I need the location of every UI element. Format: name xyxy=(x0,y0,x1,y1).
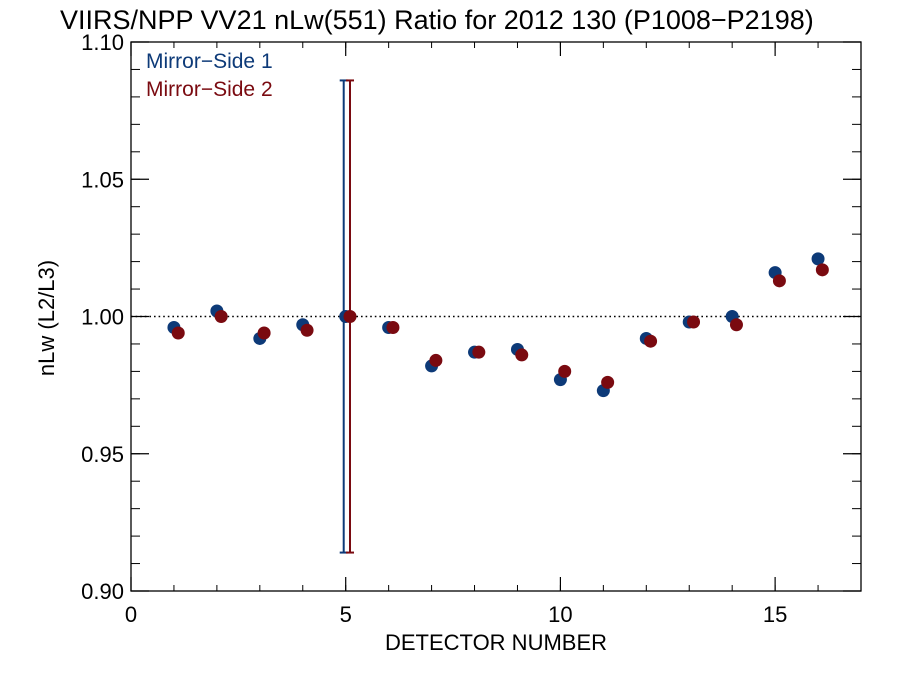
plot-frame xyxy=(130,41,862,592)
x-tick-label: 10 xyxy=(548,602,572,627)
series-2-point xyxy=(343,310,357,323)
series-2-point xyxy=(558,364,572,378)
series-2-point xyxy=(386,320,400,334)
tick-labels: 0 5 10 15 0.90 0.95 1.00 1.05 1.10 xyxy=(81,30,787,627)
legend: Mirror−Side 1 Mirror−Side 2 xyxy=(146,50,273,101)
x-tick-label: 5 xyxy=(340,602,352,627)
series-2-point xyxy=(472,345,486,359)
x-axis-label: DETECTOR NUMBER xyxy=(385,630,607,655)
x-tick-label: 0 xyxy=(125,602,137,627)
legend-item-mirror-side-2: Mirror−Side 2 xyxy=(146,78,273,101)
data-points xyxy=(167,252,829,398)
y-tick-label: 1.00 xyxy=(81,305,124,330)
series-2-point xyxy=(429,353,443,367)
series-2-point xyxy=(601,375,615,389)
chart-title: VIIRS/NPP VV21 nLw(551) Ratio for 2012 1… xyxy=(60,5,814,35)
series-2-point xyxy=(214,310,228,323)
y-tick-label: 1.05 xyxy=(81,167,124,192)
series-2-point xyxy=(171,326,185,340)
y-tick-label: 0.90 xyxy=(81,579,124,604)
series-2-point xyxy=(729,318,743,332)
series-2-point xyxy=(300,323,314,337)
series-2-point xyxy=(515,348,529,362)
x-tick-label: 15 xyxy=(763,602,787,627)
y-axis-label: nLw (L2/L3) xyxy=(34,260,59,376)
series-2-point xyxy=(815,263,829,277)
y-tick-label: 1.10 xyxy=(81,30,124,55)
series-2-point xyxy=(644,334,658,348)
legend-item-mirror-side-1: Mirror−Side 1 xyxy=(146,50,273,73)
series-2-point xyxy=(772,274,786,288)
series-1-point xyxy=(811,252,825,266)
y-tick-label: 0.95 xyxy=(81,442,124,467)
series-2-point xyxy=(257,326,271,340)
series-2-point xyxy=(687,315,701,329)
